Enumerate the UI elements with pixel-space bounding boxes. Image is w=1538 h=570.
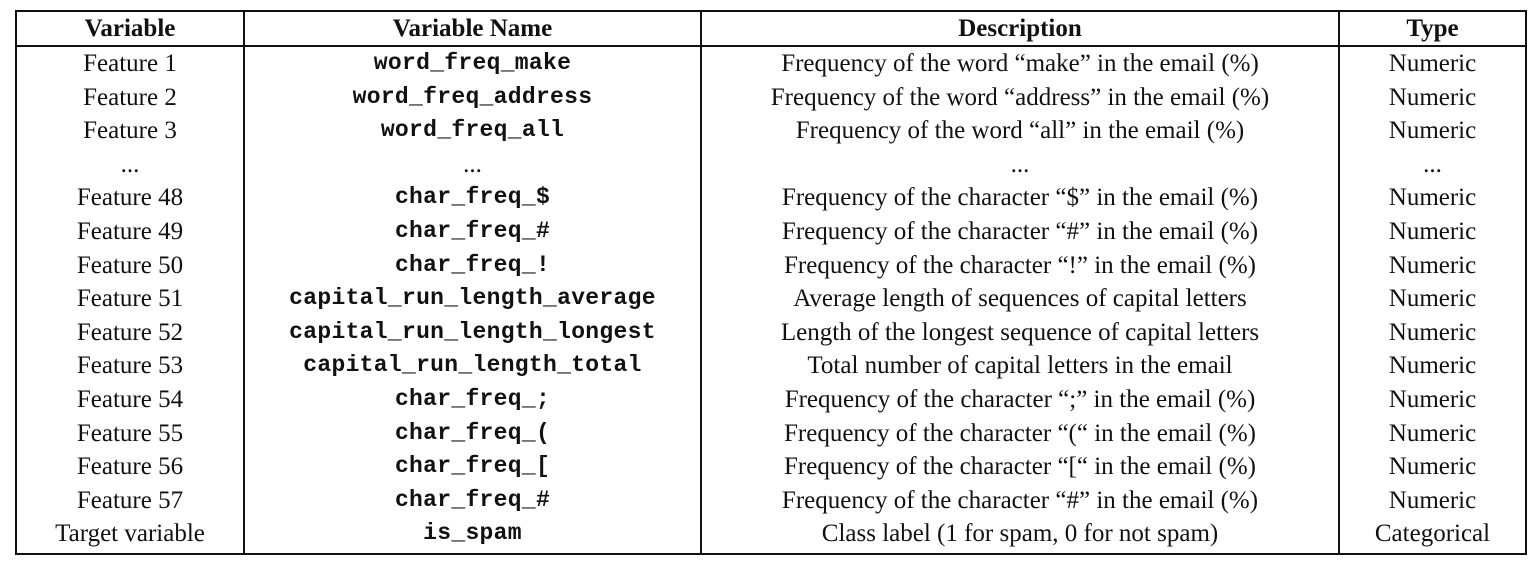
table-row: Feature 57 char_freq_# Frequency of the …	[15, 483, 1527, 518]
table-row: Feature 48 char_freq_$ Frequency of the …	[15, 181, 1527, 215]
cell-variable-name: char_freq_[	[243, 450, 702, 484]
cell-description: Frequency of the character “;” in the em…	[700, 382, 1340, 417]
cell-variable-name: word_freq_make	[243, 46, 702, 81]
cell-type: Numeric	[1338, 181, 1527, 215]
header-type: Type	[1338, 11, 1527, 47]
header-variable-name: Variable Name	[243, 11, 702, 47]
cell-variable: Feature 2	[15, 80, 245, 115]
cell-variable: Feature 50	[15, 248, 245, 283]
variables-table-container: Variable Variable Name Description Type …	[15, 10, 1527, 555]
table-row: Feature 56 char_freq_[ Frequency of the …	[15, 450, 1527, 484]
cell-variable: Feature 51	[15, 282, 245, 316]
cell-description: Frequency of the character “(“ in the em…	[700, 416, 1340, 451]
cell-description: Frequency of the character “[“ in the em…	[700, 450, 1340, 484]
table-row-ellipsis: ... ... ... ...	[15, 147, 1527, 182]
cell-type: Numeric	[1338, 416, 1527, 451]
cell-variable-name: char_freq_$	[243, 181, 702, 215]
cell-variable: Feature 56	[15, 450, 245, 484]
table-header: Variable Variable Name Description Type	[15, 11, 1527, 47]
cell-type: Numeric	[1338, 382, 1527, 417]
cell-variable: Feature 55	[15, 416, 245, 451]
cell-description: Frequency of the character “$” in the em…	[700, 181, 1340, 215]
cell-variable-name: char_freq_(	[243, 416, 702, 451]
cell-variable: Feature 49	[15, 214, 245, 249]
header-row: Variable Variable Name Description Type	[15, 11, 1527, 47]
cell-type: Numeric	[1338, 349, 1527, 383]
cell-description: Average length of sequences of capital l…	[700, 282, 1340, 316]
cell-variable: Target variable	[15, 517, 245, 554]
cell-description: Frequency of the character “!” in the em…	[700, 248, 1340, 283]
table-row-target: Target variable is_spam Class label (1 f…	[15, 517, 1527, 554]
cell-variable-name: capital_run_length_average	[243, 282, 702, 316]
table-row: Feature 50 char_freq_! Frequency of the …	[15, 248, 1527, 283]
cell-description: Frequency of the word “address” in the e…	[700, 80, 1340, 115]
cell-variable: Feature 48	[15, 181, 245, 215]
cell-type: Numeric	[1338, 282, 1527, 316]
cell-variable-name: char_freq_;	[243, 382, 702, 417]
cell-type: Numeric	[1338, 450, 1527, 484]
cell-type: Numeric	[1338, 46, 1527, 81]
cell-description: Frequency of the word “all” in the email…	[700, 114, 1340, 148]
cell-variable: Feature 3	[15, 114, 245, 148]
cell-type: Numeric	[1338, 214, 1527, 249]
cell-variable-name: ...	[243, 147, 702, 182]
cell-description: Frequency of the character “#” in the em…	[700, 483, 1340, 518]
cell-type: ...	[1338, 147, 1527, 182]
header-variable: Variable	[15, 11, 245, 47]
table-row: Feature 55 char_freq_( Frequency of the …	[15, 416, 1527, 451]
table-row: Feature 53 capital_run_length_total Tota…	[15, 349, 1527, 383]
cell-variable-name: char_freq_#	[243, 483, 702, 518]
cell-type: Numeric	[1338, 248, 1527, 283]
cell-variable-name: capital_run_length_total	[243, 349, 702, 383]
table-row: Feature 1 word_freq_make Frequency of th…	[15, 46, 1527, 81]
cell-description: Length of the longest sequence of capita…	[700, 315, 1340, 350]
cell-type: Categorical	[1338, 517, 1527, 554]
cell-variable: Feature 57	[15, 483, 245, 518]
cell-variable-name: capital_run_length_longest	[243, 315, 702, 350]
cell-variable: Feature 52	[15, 315, 245, 350]
cell-description: Frequency of the word “make” in the emai…	[700, 46, 1340, 81]
cell-description: Total number of capital letters in the e…	[700, 349, 1340, 383]
variables-table: Variable Variable Name Description Type …	[15, 10, 1527, 555]
table-row: Feature 2 word_freq_address Frequency of…	[15, 80, 1527, 115]
table-row: Feature 52 capital_run_length_longest Le…	[15, 315, 1527, 350]
table-body: Feature 1 word_freq_make Frequency of th…	[15, 46, 1527, 554]
table-row: Feature 51 capital_run_length_average Av…	[15, 282, 1527, 316]
cell-type: Numeric	[1338, 80, 1527, 115]
cell-variable-name: char_freq_#	[243, 214, 702, 249]
table-row: Feature 54 char_freq_; Frequency of the …	[15, 382, 1527, 417]
cell-type: Numeric	[1338, 114, 1527, 148]
cell-description: Class label (1 for spam, 0 for not spam)	[700, 517, 1340, 554]
cell-variable-name: char_freq_!	[243, 248, 702, 283]
cell-variable-name: word_freq_all	[243, 114, 702, 148]
cell-variable: Feature 54	[15, 382, 245, 417]
cell-variable-name: word_freq_address	[243, 80, 702, 115]
cell-variable: ...	[15, 147, 245, 182]
cell-type: Numeric	[1338, 483, 1527, 518]
cell-description: ...	[700, 147, 1340, 182]
table-row: Feature 49 char_freq_# Frequency of the …	[15, 214, 1527, 249]
cell-variable: Feature 1	[15, 46, 245, 81]
cell-description: Frequency of the character “#” in the em…	[700, 214, 1340, 249]
cell-variable: Feature 53	[15, 349, 245, 383]
header-description: Description	[700, 11, 1340, 47]
table-row: Feature 3 word_freq_all Frequency of the…	[15, 114, 1527, 148]
cell-type: Numeric	[1338, 315, 1527, 350]
cell-variable-name: is_spam	[243, 517, 702, 554]
